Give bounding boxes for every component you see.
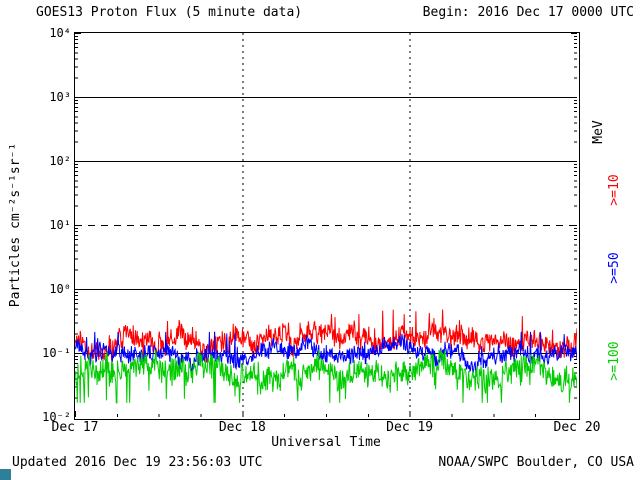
right-axis-unit-label: MeV xyxy=(591,120,606,144)
x-tick-label: Dec 18 xyxy=(218,420,266,435)
x-tick-label: Dec 20 xyxy=(553,420,601,435)
begin-timestamp: Begin: 2016 Dec 17 0000 UTC xyxy=(422,5,634,20)
corner-artifact xyxy=(0,469,11,480)
y-tick-label: 10⁴ xyxy=(49,26,71,40)
flux-series-gege50 xyxy=(75,331,577,374)
y-tick-label: 10⁻¹ xyxy=(42,346,71,360)
chart-title: GOES13 Proton Flux (5 minute data) xyxy=(36,5,303,20)
x-tick-label: Dec 17 xyxy=(51,420,99,435)
plot-area xyxy=(74,32,580,420)
flux-series-gege100 xyxy=(75,349,577,404)
y-tick-label: 10² xyxy=(49,154,71,168)
y-tick-label: 10⁰ xyxy=(49,282,71,296)
series-label-ge100: >=100 xyxy=(607,341,622,381)
updated-timestamp: Updated 2016 Dec 19 23:56:03 UTC xyxy=(12,455,263,470)
flux-series-canvas xyxy=(75,33,577,417)
source-credit: NOAA/SWPC Boulder, CO USA xyxy=(438,455,634,470)
flux-series-gege10 xyxy=(75,309,577,363)
y-tick-label: 10¹ xyxy=(49,218,71,232)
x-tick-label: Dec 19 xyxy=(386,420,434,435)
series-label-ge50: >=50 xyxy=(607,252,622,284)
y-tick-label: 10³ xyxy=(49,90,71,104)
y-tick-label: 10⁻² xyxy=(42,410,71,424)
x-axis-label: Universal Time xyxy=(271,435,381,450)
series-label-ge10: >=10 xyxy=(607,174,622,206)
